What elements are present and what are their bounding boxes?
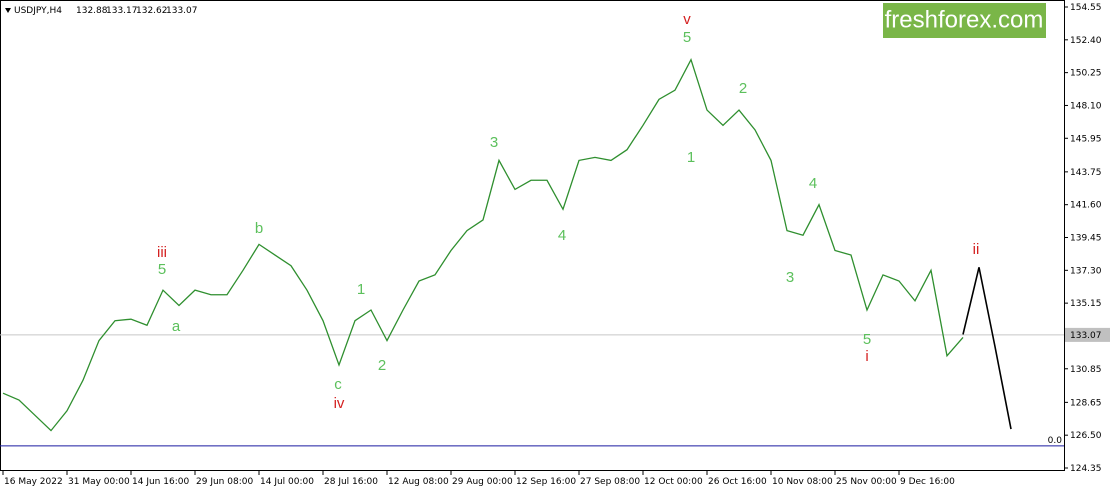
- wave-label: 3: [490, 134, 498, 151]
- chart-title: USDJPY,H4: [14, 6, 62, 16]
- x-tick-label: 16 May 2022: [4, 477, 63, 487]
- quote-close: 133.07: [166, 6, 198, 16]
- quote-low: 132.62: [136, 6, 168, 16]
- brand: freshforex.com: [885, 6, 1044, 33]
- wave-label: 4: [809, 175, 817, 192]
- x-tick-label: 14 Jul 00:00: [260, 477, 314, 487]
- y-tick-label: 143.75: [1070, 168, 1102, 178]
- plot-frame: [0, 0, 1065, 471]
- y-tick-label: 150.25: [1070, 69, 1102, 79]
- wave-label: ii: [973, 241, 980, 258]
- x-tick-label: 28 Jul 16:00: [324, 477, 378, 487]
- wave-label: v: [683, 11, 691, 28]
- x-tick-label: 12 Sep 16:00: [516, 477, 576, 487]
- wave-label: 5: [158, 261, 166, 278]
- wave-label: 5: [863, 331, 871, 348]
- brand-box: [883, 3, 1046, 38]
- y-tick-label: 139.45: [1070, 234, 1102, 244]
- wave-label: 2: [739, 80, 747, 97]
- wave-label: 5: [683, 29, 691, 46]
- x-tick-label: 14 Jun 16:00: [132, 477, 189, 487]
- x-tick-label: 29 Jun 08:00: [196, 477, 253, 487]
- price-line: [2, 57, 964, 432]
- y-tick-label: 141.60: [1070, 201, 1102, 211]
- x-tick-label: 31 May 00:00: [68, 477, 130, 487]
- quote-high: 133.17: [106, 6, 138, 16]
- forecast-line: [962, 267, 1012, 430]
- wave-label: c: [334, 376, 342, 393]
- x-tick-label: 10 Nov 08:00: [772, 477, 833, 487]
- x-tick-label: 29 Aug 00:00: [452, 477, 513, 487]
- wave-label: 2: [378, 357, 386, 374]
- current-price-box: [1065, 327, 1110, 342]
- y-tick-label: 154.55: [1070, 3, 1102, 13]
- y-tick-label: 145.95: [1070, 134, 1102, 144]
- y-tick-label: 148.10: [1070, 101, 1102, 111]
- wave-label: 1: [357, 281, 365, 298]
- y-tick-label: 130.85: [1070, 365, 1102, 375]
- x-tick-label: 9 Dec 16:00: [900, 477, 955, 487]
- level-label: 0.0: [1048, 436, 1063, 446]
- quote-open: 132.88: [76, 6, 108, 16]
- wave-label: 4: [558, 227, 566, 244]
- wave-label: b: [255, 220, 263, 237]
- y-tick-label: 137.30: [1070, 266, 1102, 276]
- x-tick-label: 12 Oct 00:00: [644, 477, 703, 487]
- wave-label: 3: [786, 269, 794, 286]
- wave-label: i: [865, 348, 868, 365]
- y-tick-label: 126.50: [1070, 431, 1102, 441]
- x-tick-label: 26 Oct 16:00: [708, 477, 767, 487]
- wave-label: 1: [687, 149, 695, 166]
- x-tick-label: 12 Aug 08:00: [388, 477, 449, 487]
- y-tick-label: 152.40: [1070, 36, 1102, 46]
- symbol-arrow: [5, 8, 11, 13]
- wave-label: iii: [157, 244, 167, 261]
- wave-label: a: [172, 318, 181, 335]
- y-tick-label: 128.65: [1070, 398, 1102, 408]
- y-tick-label: 124.35: [1070, 464, 1102, 474]
- current-price-label: 133.07: [1070, 331, 1102, 341]
- wave-label: iv: [334, 395, 345, 412]
- y-tick-label: 135.15: [1070, 299, 1102, 309]
- x-tick-label: 27 Sep 08:00: [580, 477, 640, 487]
- x-tick-label: 25 Nov 00:00: [836, 477, 897, 487]
